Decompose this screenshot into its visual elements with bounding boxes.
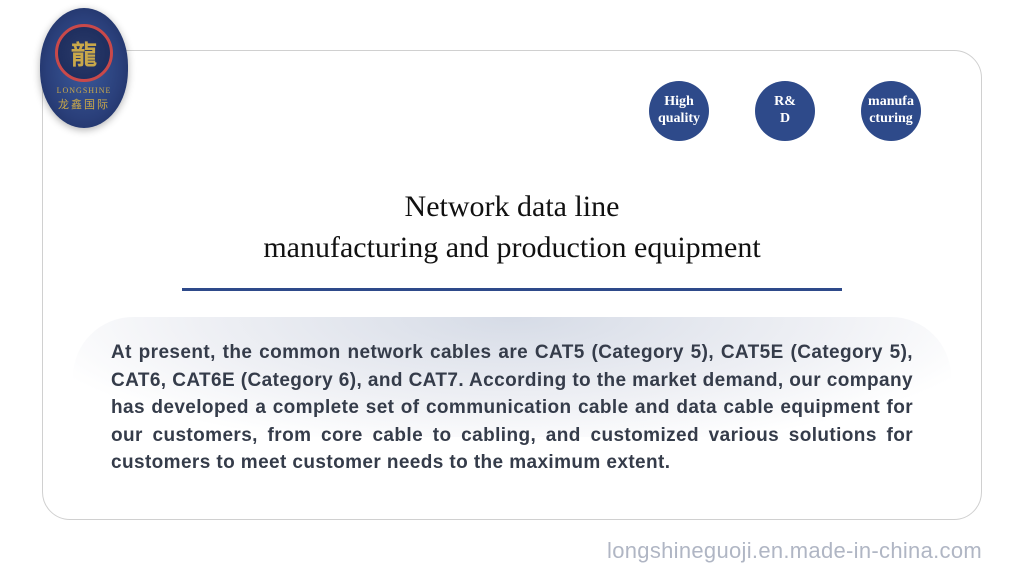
body-section: At present, the common network cables ar… [83,321,941,507]
logo-text-chinese: 龙鑫国际 [58,96,110,112]
logo-ring-icon: 龍 [55,24,113,82]
badge-label: manufacturing [868,94,914,128]
title-divider [182,288,842,291]
logo-text-english: LONGSHINE [57,86,112,95]
page-title: Network data line manufacturing and prod… [83,187,941,268]
title-line-2: manufacturing and production equipment [263,231,760,264]
source-watermark: longshineguoji.en.made-in-china.com [607,538,982,564]
badge-manufacturing: manufacturing [861,81,921,141]
badge-label: R&D [774,94,796,128]
badge-high-quality: Highquality [649,81,709,141]
body-text: At present, the common network cables ar… [111,339,913,477]
logo-symbol: 龍 [71,35,97,72]
badge-rd: R&D [755,81,815,141]
title-line-1: Network data line [405,190,620,223]
company-logo: 龍 LONGSHINE 龙鑫国际 [40,8,128,128]
badge-label: Highquality [658,94,700,128]
content-panel: Highquality R&D manufacturing Network da… [42,50,982,520]
badge-row: Highquality R&D manufacturing [649,81,921,141]
